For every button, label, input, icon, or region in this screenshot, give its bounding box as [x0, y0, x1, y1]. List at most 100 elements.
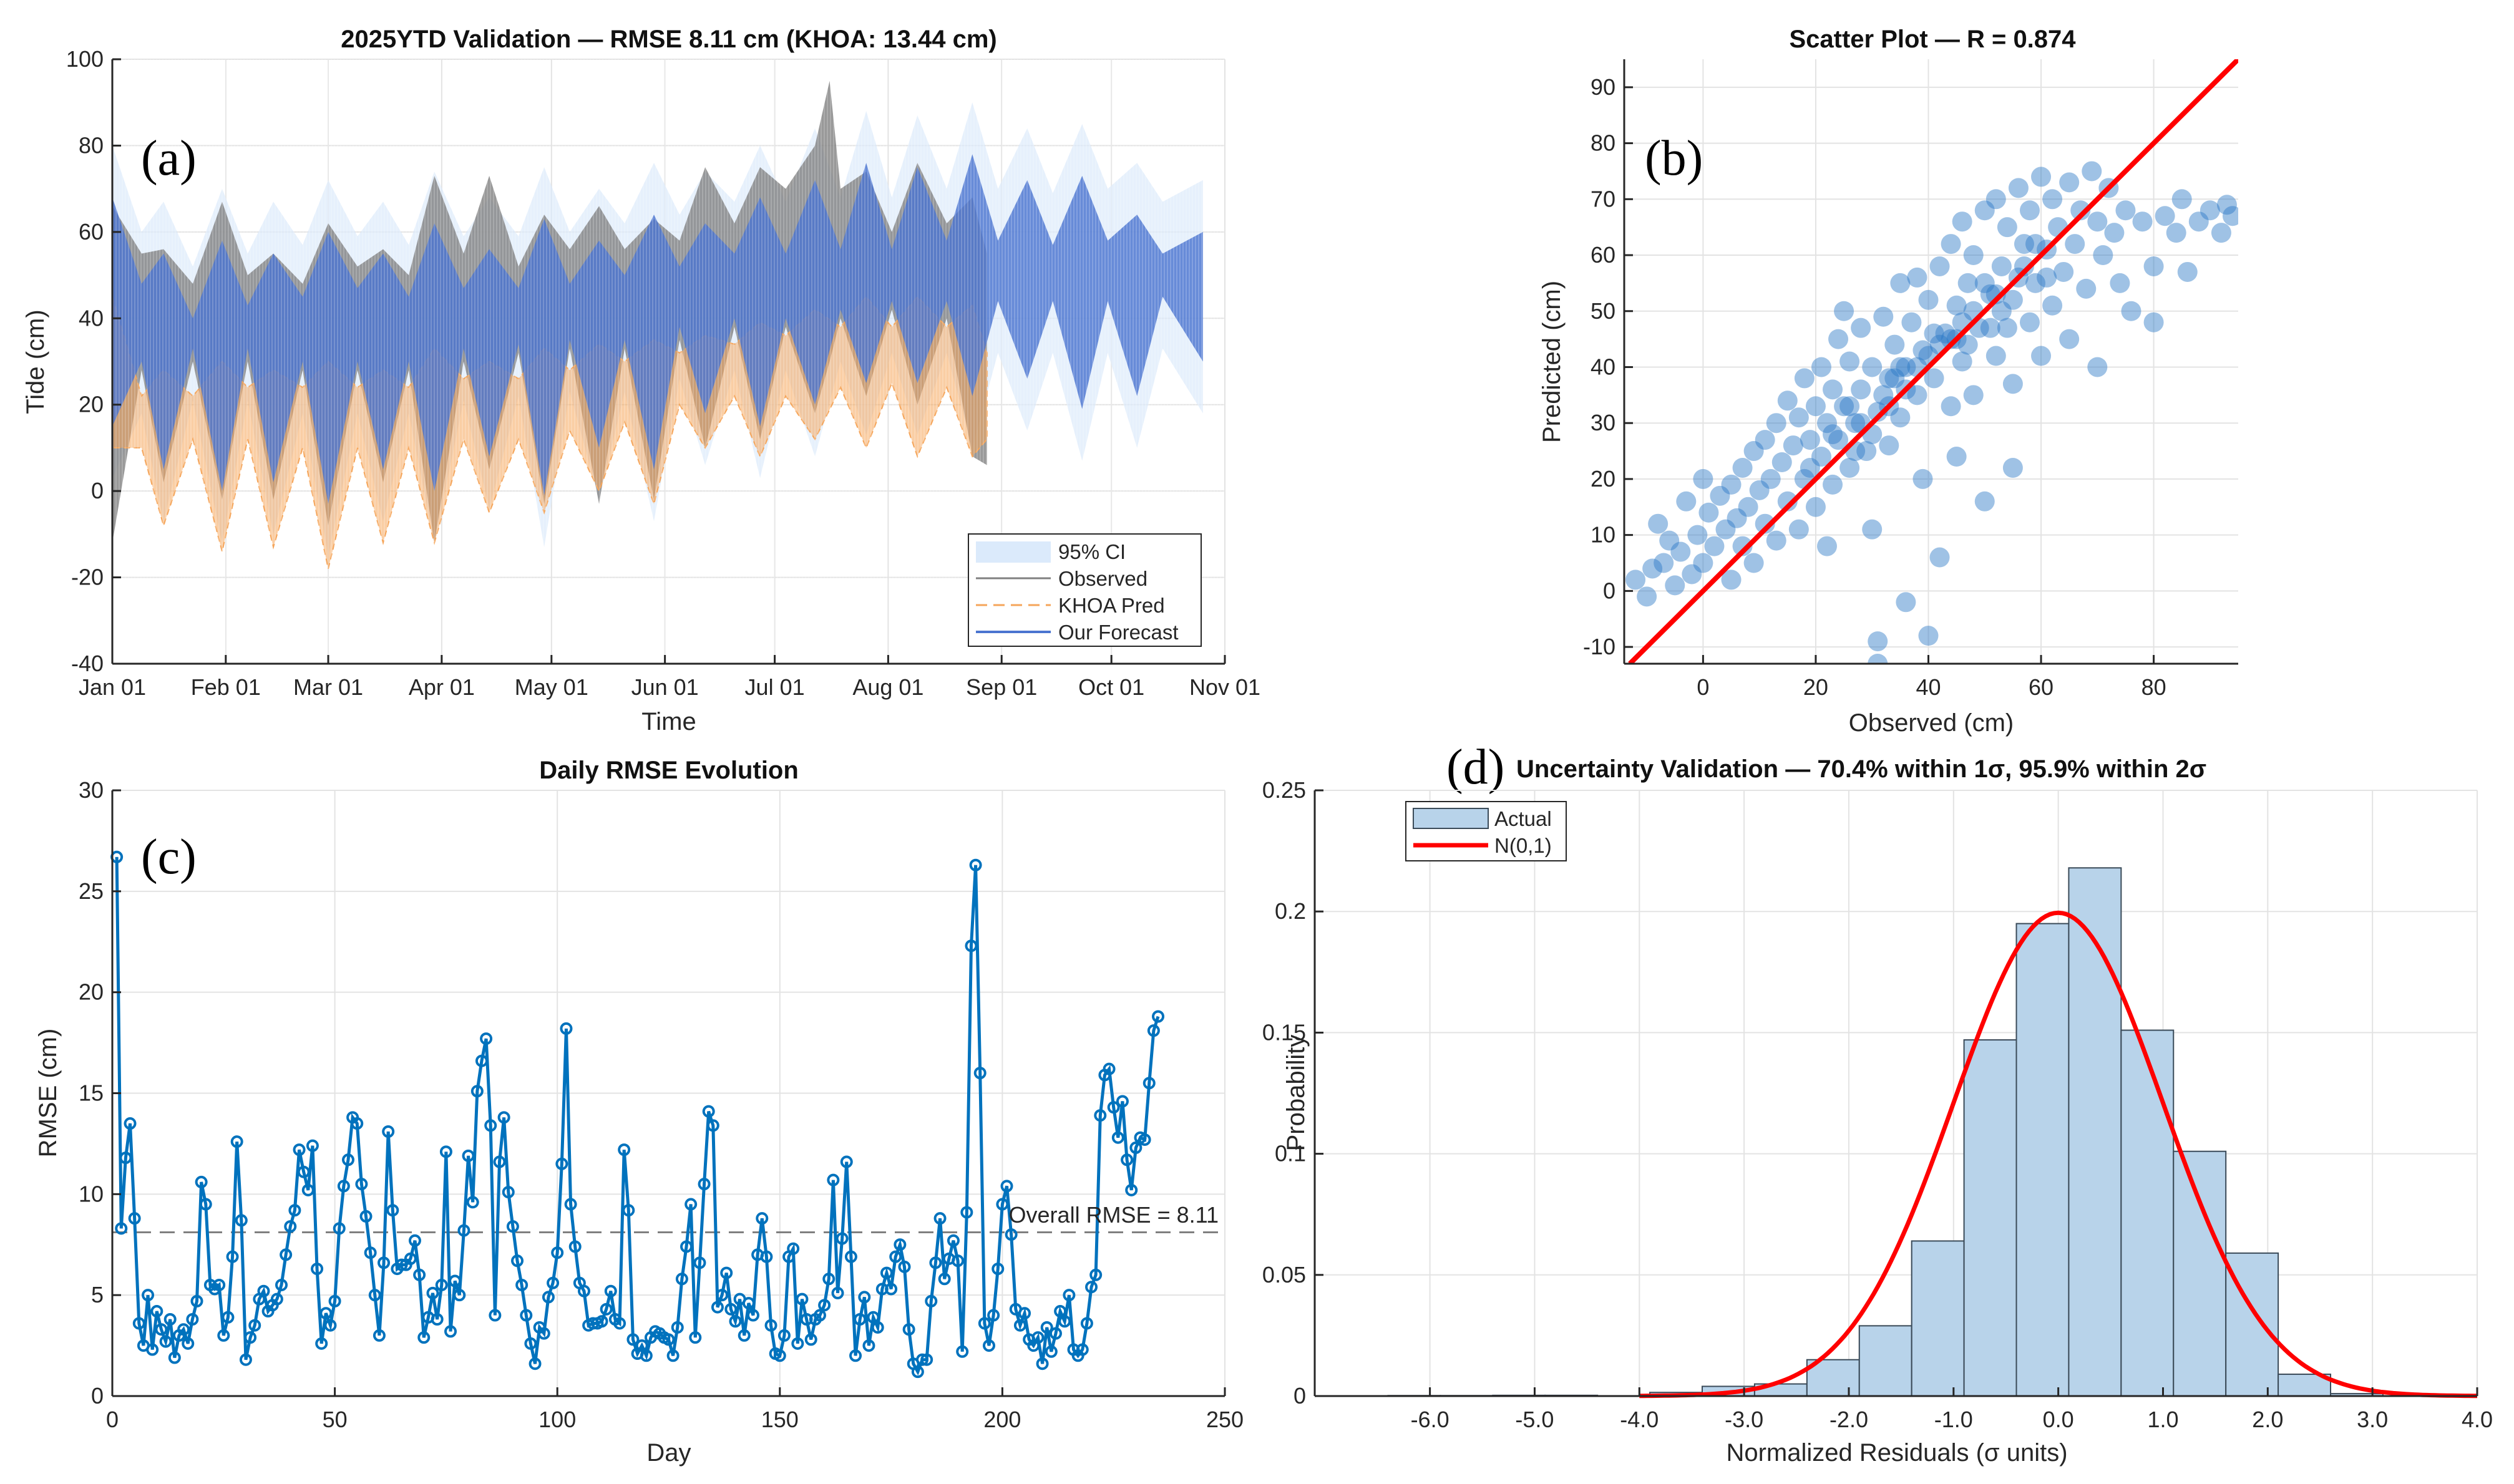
scatter-point [1805, 396, 1826, 417]
panel-d-title: Uncertainty Validation — 70.4% within 1σ… [1516, 755, 2206, 783]
scatter-point [2059, 172, 2080, 193]
rmse-marker [124, 1117, 137, 1130]
rmse-marker [280, 1248, 293, 1261]
scatter-point [1997, 318, 2017, 338]
rmse-marker [213, 1278, 226, 1291]
rmse-marker [190, 1294, 203, 1307]
scatter-point [2037, 267, 2057, 288]
rmse-marker [827, 1173, 840, 1186]
x-tick-label: 20 [1803, 674, 1828, 700]
scatter-point [1755, 430, 1775, 450]
scatter-point [1941, 234, 1961, 255]
rmse-marker [439, 1145, 452, 1158]
scatter-point [1868, 631, 1888, 652]
rmse-marker [564, 1198, 577, 1211]
x-tick-label: Oct 01 [1078, 674, 1144, 700]
x-tick-label: 4.0 [2462, 1407, 2493, 1432]
rmse-marker [1054, 1305, 1067, 1318]
x-tick-label: 150 [761, 1407, 799, 1432]
panel-d-label: (d) [1446, 740, 1504, 795]
panel-b-xlabel: Observed (cm) [1849, 709, 2014, 737]
rmse-marker [470, 1085, 484, 1098]
scatter-point [2031, 346, 2052, 366]
rmse-marker [373, 1329, 386, 1342]
scatter-point [1890, 407, 1911, 428]
legend-label-khoa: KHOA Pred [1058, 594, 1165, 617]
scatter-point [1957, 273, 1978, 293]
scatter-point [1687, 525, 1708, 545]
scatter-point [1805, 497, 1826, 517]
histogram-bar [2120, 1029, 2175, 1397]
rmse-marker [132, 1317, 145, 1330]
scatter-point [1980, 318, 2000, 338]
scatter-point [1856, 441, 1877, 462]
rmse-marker [685, 1198, 698, 1211]
y-tick-label: 20 [79, 979, 104, 1005]
legend-swatch-ci [976, 541, 1051, 563]
scatter-point [1941, 329, 1961, 349]
rmse-marker [604, 1284, 617, 1297]
histogram-bar [2173, 1150, 2227, 1397]
legend-label-forecast: Our Forecast [1058, 621, 1179, 644]
rmse-marker [551, 1246, 564, 1259]
rmse-marker [222, 1311, 235, 1324]
rmse-marker [386, 1204, 399, 1217]
rmse-marker [115, 1222, 128, 1235]
scatter-point [2087, 211, 2108, 232]
y-tick-label: 70 [1591, 186, 1615, 211]
rmse-marker [537, 1327, 550, 1340]
scatter-point [2104, 223, 2125, 243]
y-tick-label: 0 [1603, 578, 1615, 603]
y-tick-label: 20 [1591, 466, 1615, 492]
rmse-marker [595, 1315, 608, 1328]
scatter-point [1868, 402, 1888, 422]
scatter-point [1682, 564, 1702, 584]
scatter-point [1698, 502, 1719, 523]
scatter-point [1642, 558, 1663, 579]
rmse-marker [1129, 1141, 1143, 1154]
rmse-marker [359, 1210, 373, 1223]
x-tick-label: Apr 01 [409, 674, 475, 700]
rmse-marker [698, 1178, 711, 1191]
rmse-marker [969, 858, 982, 871]
y-tick-label: 0.15 [1262, 1019, 1306, 1045]
overall-rmse-annotation: Overall RMSE = 8.11 [1009, 1202, 1219, 1228]
scatter-point [2059, 329, 2080, 349]
scatter-point [2132, 211, 2153, 232]
scatter-point [2166, 223, 2186, 243]
x-tick-label: Aug 01 [852, 674, 923, 700]
scatter-point [2076, 278, 2097, 299]
scatter-point [1851, 318, 1871, 338]
rmse-marker [257, 1284, 270, 1297]
scatter-point [1715, 519, 1736, 540]
scatter-point [1941, 396, 1961, 417]
x-tick-label: Jan 01 [79, 674, 146, 700]
rmse-marker [1103, 1062, 1116, 1075]
y-tick-label: -10 [1583, 634, 1615, 659]
rmse-marker [640, 1349, 653, 1362]
rmse-marker [293, 1143, 306, 1157]
scatter-point [1901, 312, 1922, 332]
rmse-marker [925, 1294, 938, 1307]
rmse-marker [1116, 1095, 1129, 1108]
scatter-point [1974, 200, 1995, 221]
rmse-marker [747, 1309, 760, 1322]
rmse-marker [1018, 1307, 1031, 1320]
scatter-point [2019, 312, 2040, 332]
scatter-point [1659, 530, 1680, 551]
scatter-point [1771, 452, 1792, 472]
x-tick-label: -3.0 [1725, 1407, 1763, 1432]
rmse-marker [822, 1273, 836, 1286]
panel-b-ylabel: Predicted (cm) [1538, 281, 1566, 443]
scatter-point [1816, 413, 1837, 434]
scatter-point [1918, 626, 1939, 646]
y-tick-label: -20 [71, 565, 104, 590]
y-tick-label: 0 [91, 1383, 104, 1409]
scatter-point [1985, 189, 2006, 210]
rmse-marker [706, 1119, 719, 1132]
rmse-marker [177, 1323, 190, 1336]
rmse-marker [319, 1307, 333, 1320]
x-tick-label: 0.0 [2043, 1407, 2074, 1432]
scatter-point [1665, 575, 1685, 596]
rmse-marker [956, 1345, 969, 1358]
